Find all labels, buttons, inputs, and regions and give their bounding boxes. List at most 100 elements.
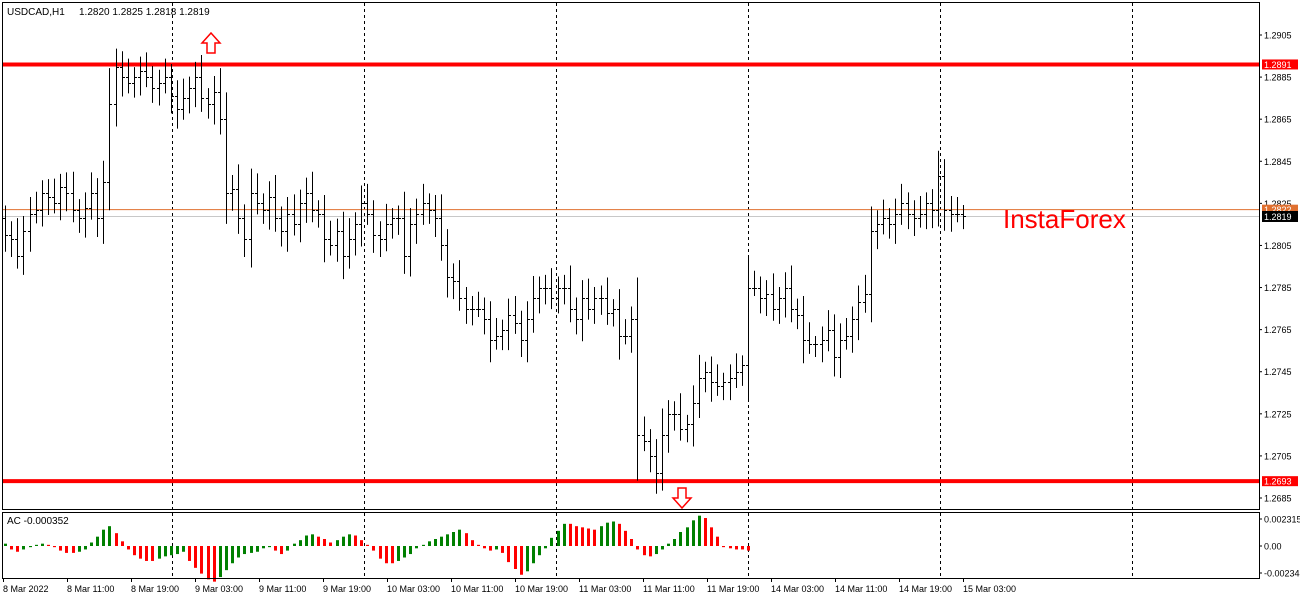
- ac-bar: [72, 546, 75, 553]
- price-bar: [476, 291, 481, 318]
- price-bar: [15, 218, 20, 269]
- ac-bar: [323, 539, 326, 546]
- ac-bar: [329, 542, 332, 546]
- time-axis-label: 8 Mar 11:00: [67, 584, 114, 594]
- time-axis-label: 11 Mar 11:00: [643, 584, 695, 594]
- price-axis: 1.2891 1.2693 1.2905 1.2885 1.2865 1.2845 1.28…: [1259, 31, 1300, 579]
- ac-bar: [458, 529, 461, 546]
- price-bar: [316, 200, 321, 228]
- ac-bar: [47, 544, 50, 546]
- price-bar: [249, 168, 254, 268]
- price-bar: [906, 192, 911, 230]
- ac-bar: [53, 546, 56, 548]
- price-bar: [635, 277, 640, 481]
- ac-bar: [219, 546, 222, 578]
- ac-bar: [41, 543, 44, 546]
- ac-bar: [268, 546, 271, 548]
- ac-bar: [483, 546, 486, 549]
- ac-bar: [612, 521, 615, 546]
- price-axis-label: 1.2845: [1264, 157, 1292, 167]
- ac-bar: [593, 529, 596, 546]
- ac-bar: [379, 546, 382, 559]
- ac-bar: [311, 534, 314, 546]
- price-bar: [500, 319, 505, 351]
- price-bar: [95, 178, 100, 238]
- ac-bar: [102, 529, 105, 546]
- ac-bar: [544, 546, 547, 549]
- ac-bar: [495, 546, 498, 550]
- price-bar: [371, 200, 376, 253]
- price-bar: [261, 193, 266, 224]
- symbol-label: USDCAD,H1: [7, 7, 65, 18]
- price-axis-label: 1.2905: [1264, 31, 1292, 41]
- ac-bar: [200, 546, 203, 574]
- time-axis-label: 9 Mar 03:00: [195, 584, 243, 594]
- ac-bar: [655, 546, 658, 555]
- price-bar: [427, 193, 432, 224]
- watermark: InstaForex: [1003, 204, 1126, 234]
- price-bar: [470, 295, 475, 326]
- price-axis-label: 1.2885: [1264, 73, 1292, 83]
- ac-bar: [299, 540, 302, 546]
- ac-bar: [397, 546, 400, 561]
- ac-bar: [317, 536, 320, 546]
- price-bar: [832, 314, 837, 377]
- ac-bar: [164, 546, 167, 557]
- ac-bar: [471, 540, 474, 546]
- ac-bar: [225, 546, 228, 571]
- price-bar: [310, 171, 315, 223]
- price-bar: [408, 208, 413, 277]
- ac-bar: [686, 527, 689, 546]
- ac-bar: [133, 546, 136, 556]
- time-axis-label: 8 Mar 2022: [3, 584, 49, 594]
- price-axis-label: 1.2725: [1264, 409, 1292, 419]
- ac-bar: [446, 534, 449, 546]
- price-bar: [740, 355, 745, 386]
- price-bar: [764, 280, 769, 316]
- price-bar: [77, 199, 82, 233]
- ac-bar: [194, 546, 197, 568]
- price-bar: [328, 220, 333, 256]
- price-bar: [114, 48, 119, 127]
- price-bar: [777, 287, 782, 324]
- price-bar: [9, 221, 14, 258]
- price-bar: [101, 160, 106, 244]
- price-bar: [807, 322, 812, 354]
- ac-bar: [207, 546, 210, 580]
- price-bar: [949, 195, 954, 232]
- ac-bar: [600, 526, 603, 546]
- ac-bar: [158, 546, 161, 559]
- price-bar: [144, 52, 149, 88]
- price-bar: [322, 194, 327, 263]
- ac-bar: [348, 534, 351, 546]
- ac-bar: [243, 546, 246, 555]
- price-bar: [267, 181, 272, 230]
- ac-bar: [108, 526, 111, 546]
- price-bar: [820, 326, 825, 363]
- price-axis-label: 1.2745: [1264, 367, 1292, 377]
- ac-bar: [501, 546, 504, 553]
- price-bar: [543, 274, 548, 305]
- ac-bar: [489, 546, 492, 551]
- price-bar: [691, 385, 696, 447]
- price-bar: [660, 408, 665, 491]
- ohlc-readout: 1.2820 1.2825 1.2818 1.2819: [79, 7, 210, 18]
- time-axis-label: 8 Mar 19:00: [131, 584, 179, 594]
- price-bar: [157, 69, 162, 106]
- price-bar: [912, 200, 917, 236]
- price-bar: [341, 211, 346, 280]
- price-bar: [850, 306, 855, 353]
- ac-bar: [557, 530, 560, 546]
- price-bar: [175, 80, 180, 129]
- price-bar: [3, 205, 8, 252]
- price-bar: [881, 199, 886, 235]
- price-bar: [654, 439, 659, 494]
- price-bar: [21, 215, 26, 275]
- ac-bar: [127, 546, 130, 550]
- ac-bar: [569, 523, 572, 546]
- ac-bar: [336, 540, 339, 546]
- time-axis-label: 10 Mar 03:00: [387, 584, 440, 594]
- price-axis-label: 1.2765: [1264, 325, 1292, 335]
